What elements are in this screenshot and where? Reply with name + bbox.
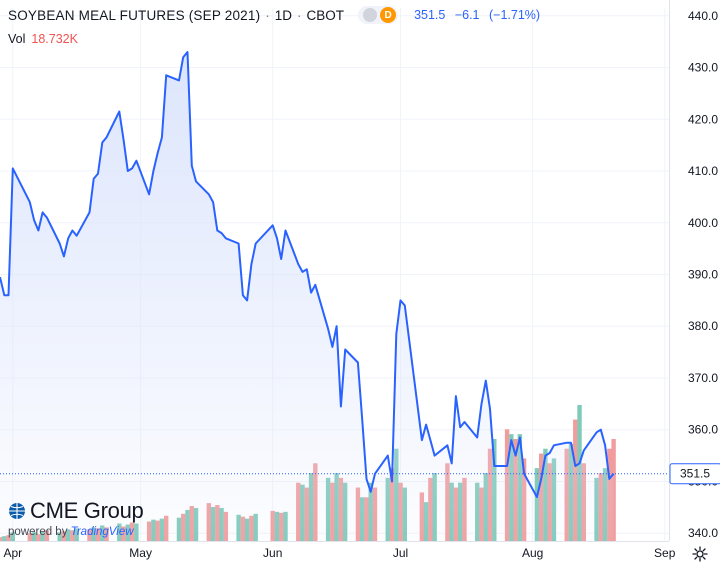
y-tick-label: 380.0 — [688, 319, 718, 333]
x-tick-label: Sep — [654, 546, 676, 560]
quote-values: 351.5 −6.1 (−1.71%) — [414, 8, 546, 22]
price-change: −6.1 — [454, 8, 480, 22]
last-price-label: 351.5 — [680, 467, 710, 481]
gear-icon[interactable] — [692, 546, 708, 562]
powered-by: powered by TradingView — [8, 526, 134, 538]
x-tick-label: Apr — [3, 546, 22, 560]
tradingview-wordmark[interactable]: TradingView — [70, 526, 134, 538]
last-price: 351.5 — [414, 8, 446, 22]
y-tick-label: 370.0 — [688, 371, 718, 385]
chart-legend-header: SOYBEAN MEAL FUTURES (SEP 2021) · 1D · C… — [8, 6, 546, 24]
volume-legend: Vol 18.732K — [8, 32, 78, 46]
x-tick-label: Jun — [263, 546, 282, 560]
volume-label: Vol — [8, 32, 26, 46]
exchange-label: CBOT — [306, 7, 345, 23]
y-tick-label: 440.0 — [688, 9, 718, 23]
cme-group-text: CME Group — [30, 498, 144, 523]
globe-icon — [9, 503, 25, 519]
y-tick-label: 340.0 — [688, 526, 718, 540]
visibility-toggle[interactable]: D — [358, 6, 399, 24]
price-area — [0, 52, 614, 541]
x-tick-label: May — [129, 546, 152, 560]
x-tick-label: Jul — [393, 546, 408, 560]
cme-logo[interactable]: CME Group powered by TradingView — [8, 498, 144, 538]
y-tick-label: 400.0 — [688, 216, 718, 230]
volume-bar — [611, 439, 616, 541]
y-tick-label: 390.0 — [688, 268, 718, 282]
volume-value: 18.732K — [31, 32, 78, 46]
y-tick-label: 360.0 — [688, 423, 718, 437]
interval-label[interactable]: 1D — [274, 7, 293, 23]
symbol-title[interactable]: SOYBEAN MEAL FUTURES (SEP 2021) — [8, 7, 261, 23]
price-line — [0, 51, 615, 498]
delayed-badge: D — [380, 7, 397, 23]
y-tick-label: 410.0 — [688, 164, 718, 178]
eye-icon[interactable] — [363, 8, 378, 22]
y-tick-label: 430.0 — [688, 61, 718, 75]
price-change-percent: (−1.71%) — [489, 8, 541, 22]
last-price-box — [669, 463, 720, 485]
y-tick-label: 420.0 — [688, 112, 718, 126]
x-tick-label: Aug — [522, 546, 543, 560]
